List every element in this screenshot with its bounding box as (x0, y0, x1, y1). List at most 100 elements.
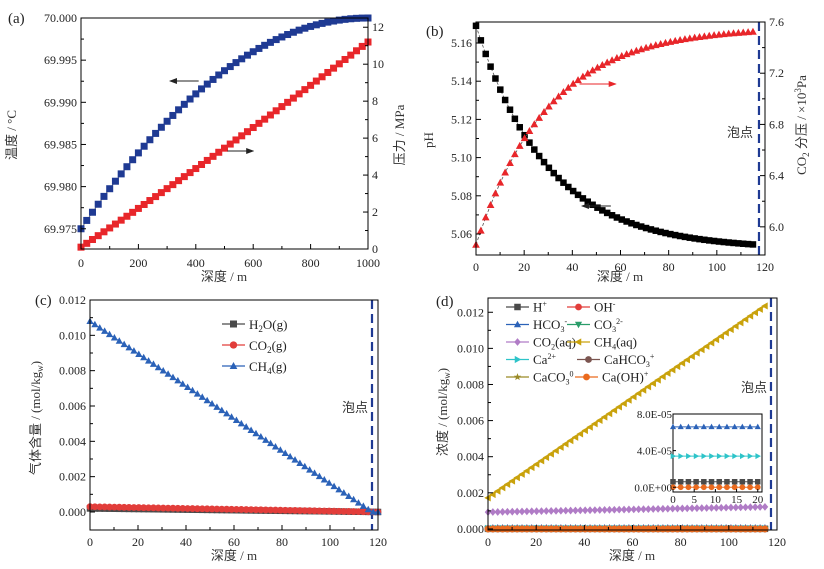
caoh-point (615, 525, 623, 533)
ph-point (735, 240, 742, 247)
ch4aq-point (688, 352, 695, 361)
temperature-point (163, 117, 171, 125)
co2aq-point (538, 507, 545, 516)
pressure-point (353, 47, 361, 55)
pressure-point (358, 42, 366, 50)
panel-b-x-label: 深度 / m (597, 269, 643, 284)
caoh-point (693, 525, 701, 533)
pressure-point (106, 224, 114, 232)
co2g-point (291, 507, 299, 514)
co2-pressure-point (515, 141, 524, 149)
ch4g-point (91, 320, 99, 328)
inset-hco3-point (739, 423, 746, 430)
y-tick-label: 7.2 (769, 66, 784, 80)
ch4g-point (354, 499, 363, 506)
ph-point (681, 233, 689, 241)
y-tick-label: 10 (372, 57, 384, 71)
co2-pressure-point (525, 126, 534, 134)
panel-b-y-left-label: pH (421, 132, 436, 148)
legend-label-co2g: CO2(g) (249, 338, 287, 355)
co2-pressure-point (559, 87, 568, 95)
ch4aq-point (693, 349, 700, 357)
ch4aq-point (673, 362, 681, 371)
pressure-point (284, 98, 292, 106)
ph-point (497, 86, 504, 93)
ch4g-point (135, 350, 143, 357)
inset-h-point (677, 479, 684, 485)
pressure-point (261, 115, 269, 123)
co2aq-point (645, 505, 652, 513)
ch4aq-point (644, 383, 652, 391)
pressure-point (330, 64, 338, 72)
caoh-point (596, 525, 604, 533)
legend-marker-hco3 (513, 320, 522, 328)
panel-a: (a) 0 200 400 600 800 1000 69.975 69.980 69.985… (4, 11, 407, 284)
co2aq-point (581, 506, 589, 515)
ch4aq-point (727, 325, 734, 334)
co2aq-point (747, 503, 754, 512)
pressure-point (238, 132, 246, 140)
ch4aq-point (736, 319, 744, 327)
panel-a-y-left-label: 温度 / °C (4, 110, 19, 160)
bubble-point-label: 泡点 (727, 125, 753, 140)
legend-label-cahco3: CaHCO3+ (604, 352, 655, 369)
ch4aq-point (732, 322, 739, 330)
caoh-point (717, 525, 725, 533)
co2-pressure-point (520, 134, 529, 142)
co2aq-point (732, 503, 740, 512)
caoh-point (722, 525, 730, 533)
caoh-point (513, 525, 521, 533)
pressure-point (140, 200, 148, 208)
caoh-point (664, 525, 672, 533)
ph-point (705, 237, 713, 244)
legend-label-rest: (aq) (616, 335, 637, 350)
panel-b-y-right-ticks: 6.0 6.4 6.8 7.2 7.6 (760, 15, 784, 234)
ch4g-point (115, 337, 123, 344)
inset-h-point (670, 479, 676, 485)
ch4g-point (140, 353, 148, 361)
pressure-point (312, 77, 320, 85)
ch4aq-point (571, 433, 579, 441)
y-tick-label: 0.002 (59, 470, 86, 484)
co2aq-point (708, 504, 715, 512)
ch4aq-point (683, 356, 690, 364)
ch4g-point (198, 393, 206, 400)
inset-h-point (747, 479, 753, 485)
ph-point (657, 228, 664, 236)
co2-pressure-point (496, 178, 505, 186)
ph-point (720, 238, 728, 246)
caoh-point (499, 525, 506, 533)
ph-point (560, 179, 567, 186)
legend-label-sub: 4 (612, 343, 616, 352)
ph-point (574, 191, 582, 199)
legend-label-main: H (533, 300, 542, 315)
caoh-point (659, 525, 667, 533)
inset-ca2-point (686, 453, 692, 460)
d-ylabel-sub: w (442, 372, 452, 379)
y-tick-label: 0.012 (59, 293, 86, 307)
ch4aq-point (668, 366, 676, 374)
ch4g-point (242, 423, 250, 430)
inset-x-tick-label: 5 (691, 494, 697, 506)
ch4aq-point (586, 423, 593, 431)
ch4aq-point (581, 426, 588, 435)
ch4g-point (154, 363, 162, 371)
inset-caoh-point (677, 484, 684, 491)
x-tick-label: 40 (180, 535, 192, 549)
co2aq-point (523, 507, 531, 516)
caoh-point (542, 525, 550, 533)
co2g-point (330, 507, 338, 515)
co2g-point (150, 504, 157, 512)
ph-point (526, 139, 533, 146)
temperature-point (243, 51, 251, 59)
inset-caoh-point (731, 484, 738, 491)
ch4g-point (96, 324, 104, 331)
ph-point (744, 240, 752, 248)
pressure-point (266, 111, 274, 119)
temperature-point (157, 123, 165, 131)
ch4aq-point (591, 420, 598, 428)
pressure-point (123, 212, 131, 220)
temperature-point (106, 185, 114, 193)
ph-point (730, 239, 737, 247)
temperature-point (232, 59, 240, 67)
